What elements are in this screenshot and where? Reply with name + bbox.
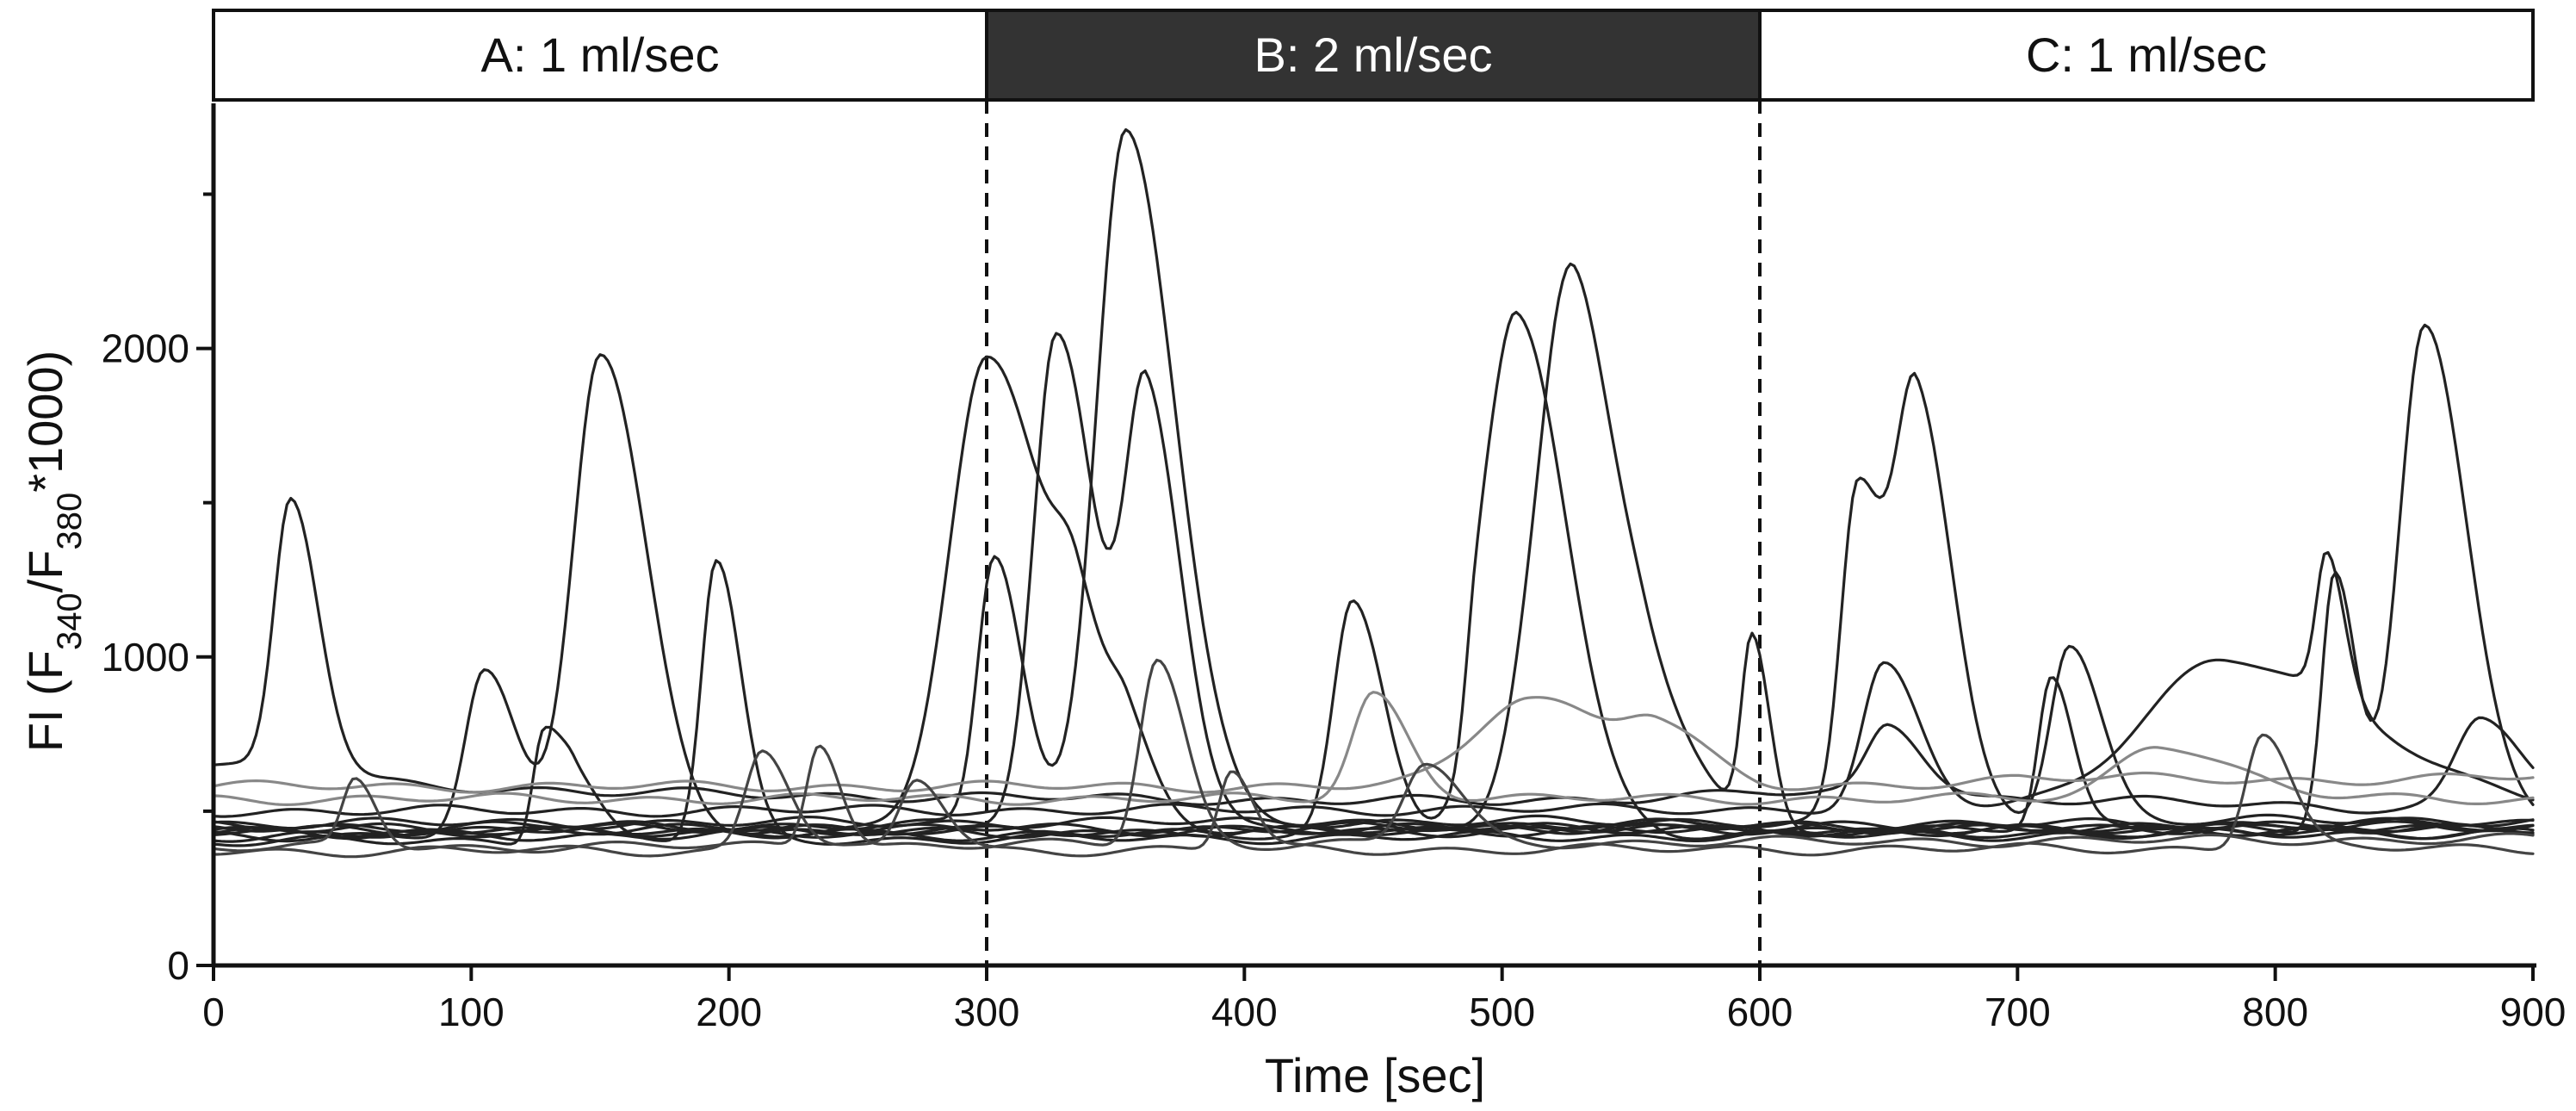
- x-tick-label: 800: [2242, 990, 2308, 1034]
- phase-box-3: [1758, 9, 2535, 102]
- series-line-cell-8: [212, 262, 2535, 840]
- x-tick-label: 500: [1469, 990, 1535, 1034]
- series-line-cell-3: [212, 559, 2535, 847]
- x-tick-label: 600: [1727, 990, 1793, 1034]
- series-line-cell-5: [212, 332, 2535, 836]
- y-tick-label: 2000: [102, 326, 189, 371]
- series-line-cell-9: [212, 371, 2535, 830]
- axes: [211, 103, 2536, 968]
- x-tick-label: 0: [202, 990, 225, 1034]
- x-tick-label: 300: [954, 990, 1020, 1034]
- y-tick-label: 0: [167, 943, 189, 988]
- x-tick-label: 900: [2500, 990, 2567, 1034]
- series-line-cell-6: [212, 127, 2535, 834]
- y-ticks: 0 1000 2000: [102, 192, 214, 988]
- x-axis-title: Time [sec]: [1265, 1048, 1485, 1102]
- traces: [212, 127, 2535, 859]
- series-line-cell-15: [212, 733, 2535, 859]
- phase-box-2: [985, 9, 1762, 102]
- series-line-cell-14: [212, 658, 2535, 854]
- series-line-cell-1: [212, 496, 2535, 815]
- x-ticks: 0 100 200 300 400 500 600 700 800 900: [202, 965, 2566, 1034]
- series-line-cell-13: [212, 691, 2535, 806]
- x-tick-label: 700: [1985, 990, 2051, 1034]
- series-line-cell-4: [212, 355, 2535, 841]
- phase-box-1: [212, 9, 988, 102]
- y-axis-title: FI (F340/F380*1000): [18, 351, 89, 752]
- series-line-cell-2: [212, 353, 2535, 843]
- series-line-cell-10: [212, 323, 2535, 837]
- phase-label-1: A: 1 ml/sec: [481, 28, 720, 82]
- phase-band: A: 1 ml/sec B: 2 ml/sec C: 1 ml/sec: [212, 9, 2535, 102]
- series-line-cell-7: [212, 310, 2535, 843]
- series-line-cell-11: [212, 550, 2535, 818]
- x-tick-label: 100: [438, 990, 505, 1034]
- x-tick-label: 400: [1211, 990, 1278, 1034]
- x-tick-label: 200: [696, 990, 762, 1034]
- phase-label-3: C: 1 ml/sec: [2026, 28, 2267, 82]
- phase-label-2: B: 2 ml/sec: [1254, 28, 1493, 82]
- series-line-cell-12: [212, 696, 2535, 794]
- y-tick-label: 1000: [102, 635, 189, 680]
